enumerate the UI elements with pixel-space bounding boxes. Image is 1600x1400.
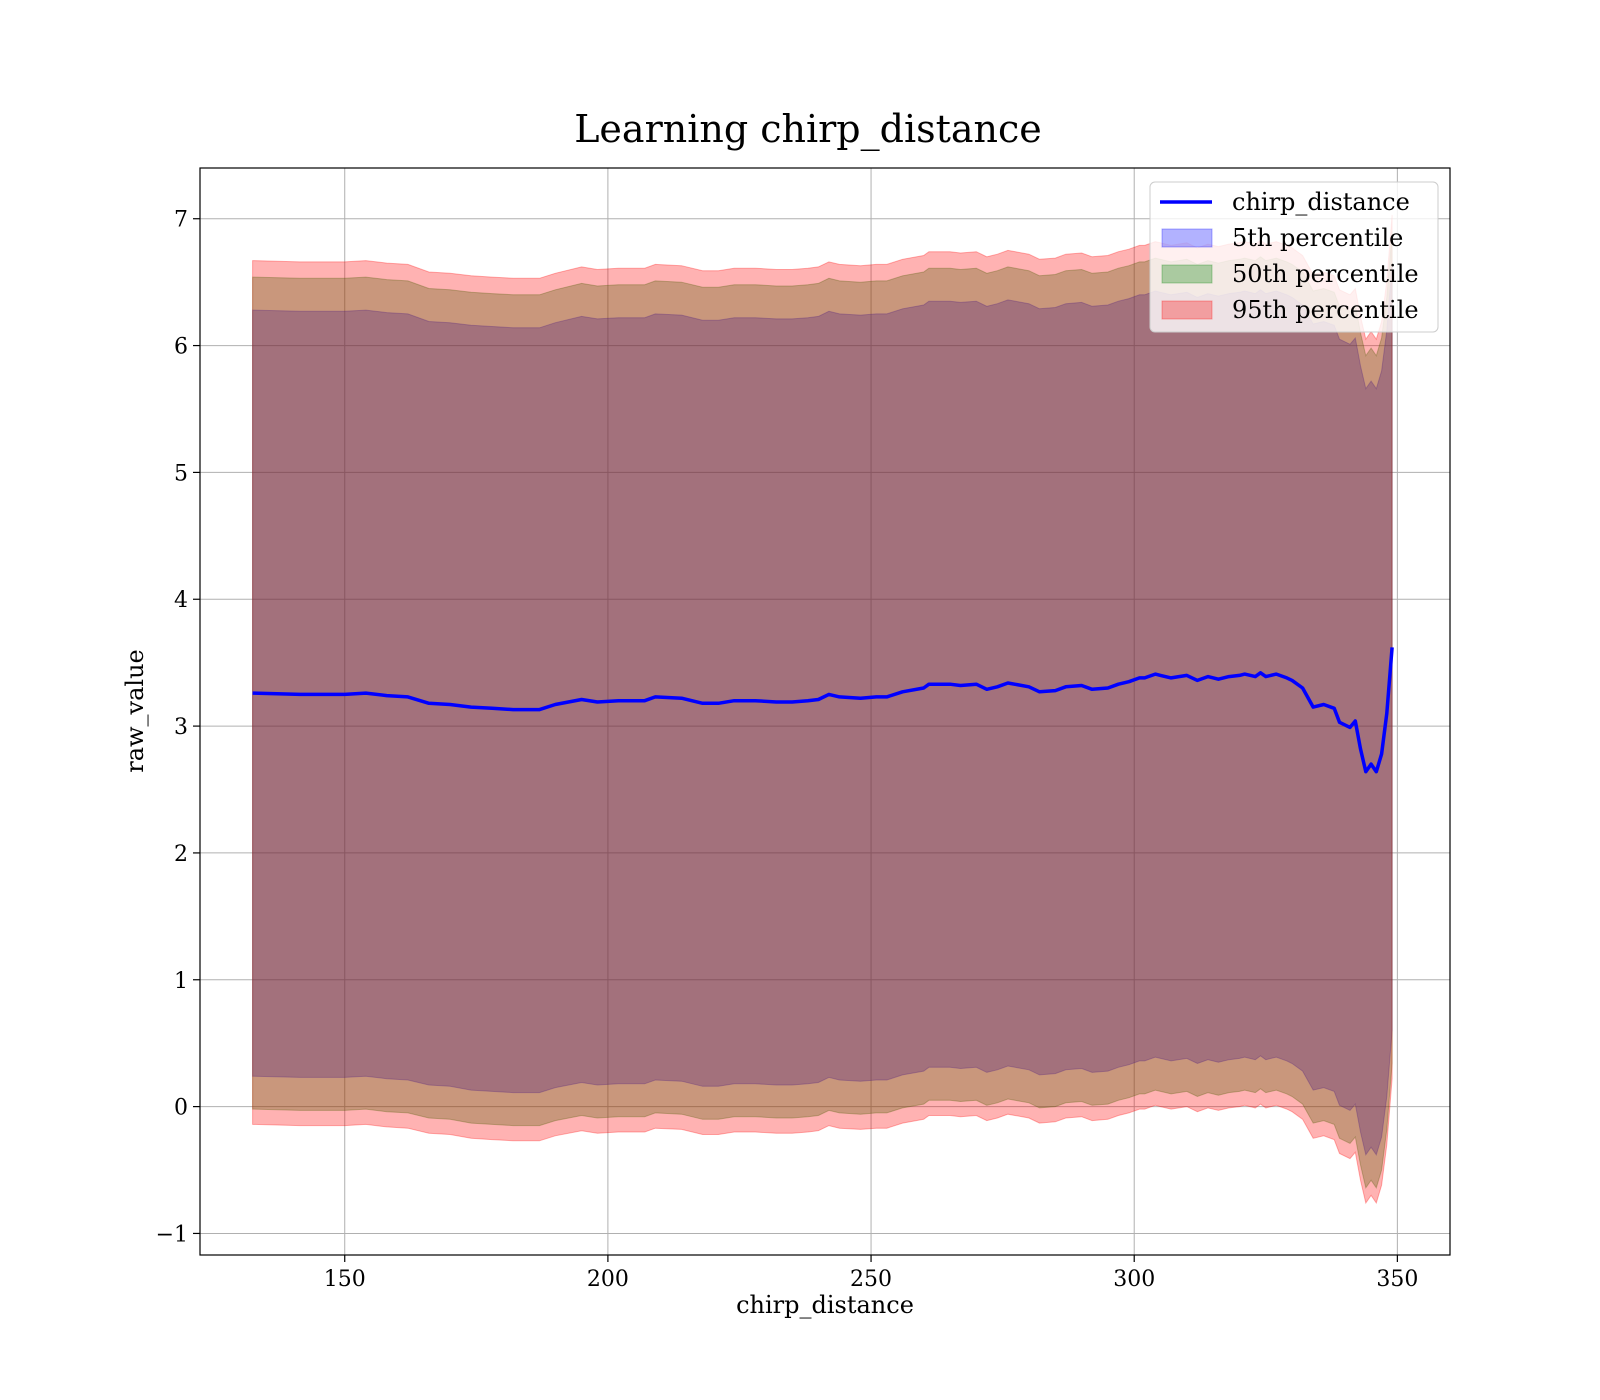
y-tick-label-1: 1 [174,969,188,994]
y-tick-label-6: 6 [174,335,188,360]
y-tick-label-5: 5 [174,461,188,486]
legend-label-chirp-distance: chirp_distance [1232,188,1410,216]
legend-label-95th-percentile: 95th percentile [1232,296,1419,324]
x-tick-label-250: 250 [850,1267,892,1292]
y-tick-label--1: −1 [156,1222,188,1247]
y-tick-label-7: 7 [174,208,188,233]
x-tick-label-200: 200 [587,1267,629,1292]
series-line-chirp-distance [252,647,1394,774]
y-tick-label-0: 0 [174,1096,188,1121]
y-tick-label-2: 2 [174,842,188,867]
chart-title: Learning chirp_distance [574,107,1042,152]
plot-frame [199,167,1451,1256]
band-50th-percentile [252,231,1393,1190]
legend-label-50th-percentile: 50th percentile [1232,260,1419,288]
y-tick-label-4: 4 [174,588,188,613]
legend-swatch-5th-percentile [1161,228,1213,248]
legend: chirp_distance 5th percentile 50th perce… [1149,181,1439,333]
y-axis-ticks: −1 0 1 2 3 4 5 6 7 [156,208,200,1247]
legend-swatch-50th-percentile [1161,264,1213,284]
legend-label-5th-percentile: 5th percentile [1232,224,1403,252]
band-95th-percentile [252,214,1393,1205]
x-tick-label-150: 150 [324,1267,366,1292]
x-tick-label-300: 300 [1113,1267,1155,1292]
x-tick-label-350: 350 [1376,1267,1418,1292]
band-5th-percentile [252,264,1393,1157]
x-axis-ticks: 150 200 250 300 350 [324,1255,1418,1292]
legend-box [1149,181,1439,333]
y-tick-label-3: 3 [174,715,188,740]
percentile-bands [252,214,1393,1205]
y-axis-label: raw_value [121,649,149,773]
x-axis-label: chirp_distance [736,1291,914,1319]
legend-swatch-95th-percentile [1161,300,1213,320]
